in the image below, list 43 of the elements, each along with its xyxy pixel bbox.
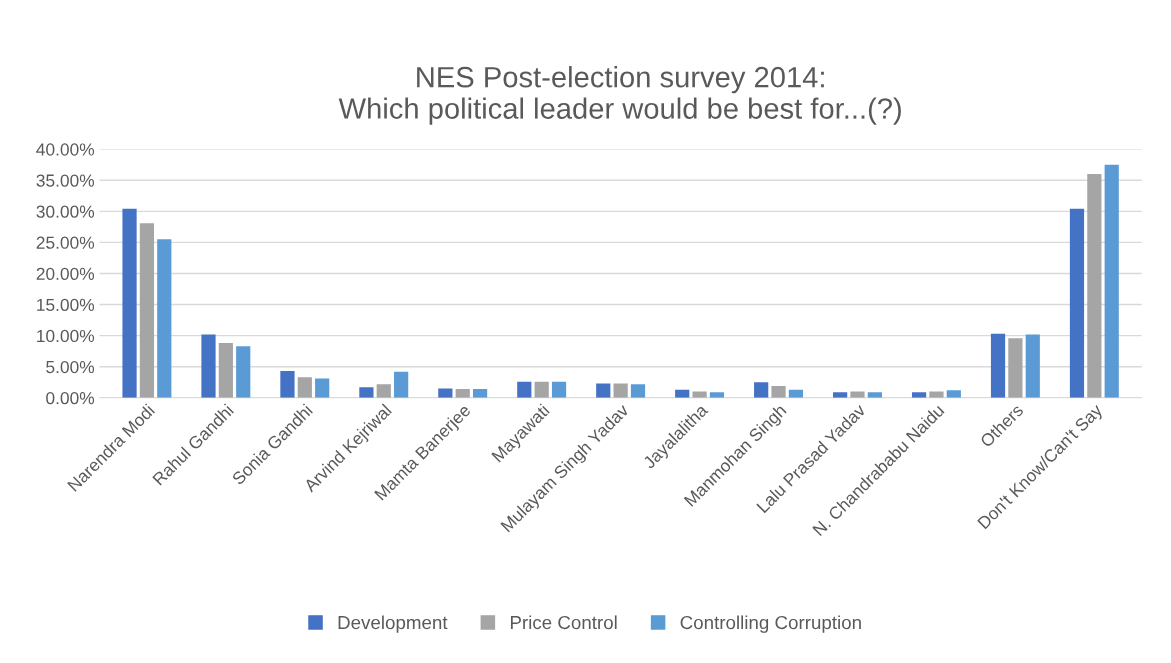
bar: [1008, 338, 1023, 398]
bar: [517, 381, 532, 398]
bar: [122, 208, 137, 398]
bar: [1104, 164, 1119, 398]
bar: [438, 388, 453, 398]
bar: [596, 383, 611, 398]
bar: [359, 387, 374, 398]
y-tick-label: 40.00%: [36, 143, 95, 156]
bar: [990, 333, 1006, 398]
bar: [551, 381, 567, 398]
bar: [201, 334, 216, 398]
bar: [1025, 334, 1040, 398]
y-tick-label: 25.00%: [36, 236, 95, 249]
y-tick-label: 30.00%: [36, 205, 95, 218]
bar: [280, 371, 295, 398]
bar: [394, 371, 409, 398]
chart-title: NES Post-election survey 2014: Which political leader would be best for...(?): [338, 66, 901, 125]
bar: [472, 389, 488, 398]
y-tick-label: 35.00%: [36, 174, 95, 187]
bar: [630, 384, 646, 398]
bar: [613, 383, 628, 398]
bar: [754, 382, 769, 398]
bar: [157, 239, 172, 398]
bar: [1069, 208, 1085, 398]
bar: [139, 223, 155, 398]
y-tick-label: 5.00%: [46, 360, 95, 374]
bar: [218, 343, 233, 398]
bar: [455, 389, 470, 398]
legend-label: Controlling Corruption: [680, 615, 861, 633]
bar: [534, 381, 549, 398]
bar: [1087, 174, 1102, 398]
y-tick-label: 10.00%: [37, 329, 95, 343]
y-tick-label: 15.00%: [37, 298, 95, 312]
legend-label: Development: [338, 615, 448, 633]
bar: [946, 390, 961, 398]
y-tick-label: 0.00%: [46, 391, 95, 405]
bar: [236, 346, 251, 398]
bar: [315, 378, 330, 398]
bar: [771, 385, 786, 398]
y-tick-label: 20.00%: [36, 267, 95, 280]
legend-label: Price Control: [510, 615, 617, 630]
bar: [376, 384, 391, 398]
bar: [297, 377, 312, 398]
